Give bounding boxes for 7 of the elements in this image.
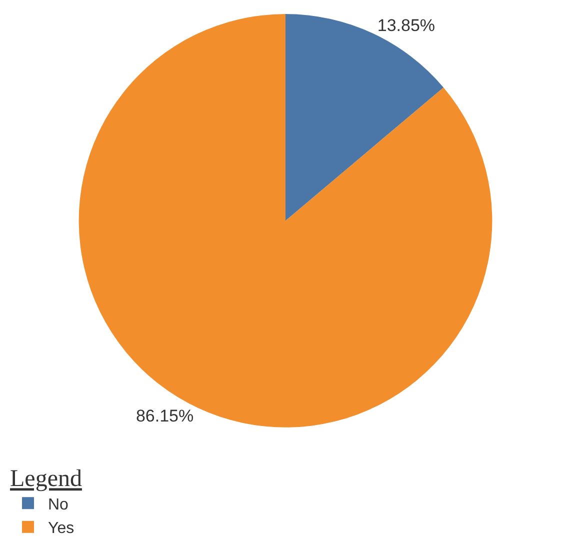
data-label: 86.15% <box>136 406 194 426</box>
pie-slice <box>286 14 444 221</box>
data-label: 13.85% <box>377 16 436 35</box>
legend-label: Yes <box>48 520 74 538</box>
pie-slice <box>78 14 492 428</box>
legend-title: Legend <box>10 466 82 492</box>
legend-label: No <box>48 496 69 514</box>
